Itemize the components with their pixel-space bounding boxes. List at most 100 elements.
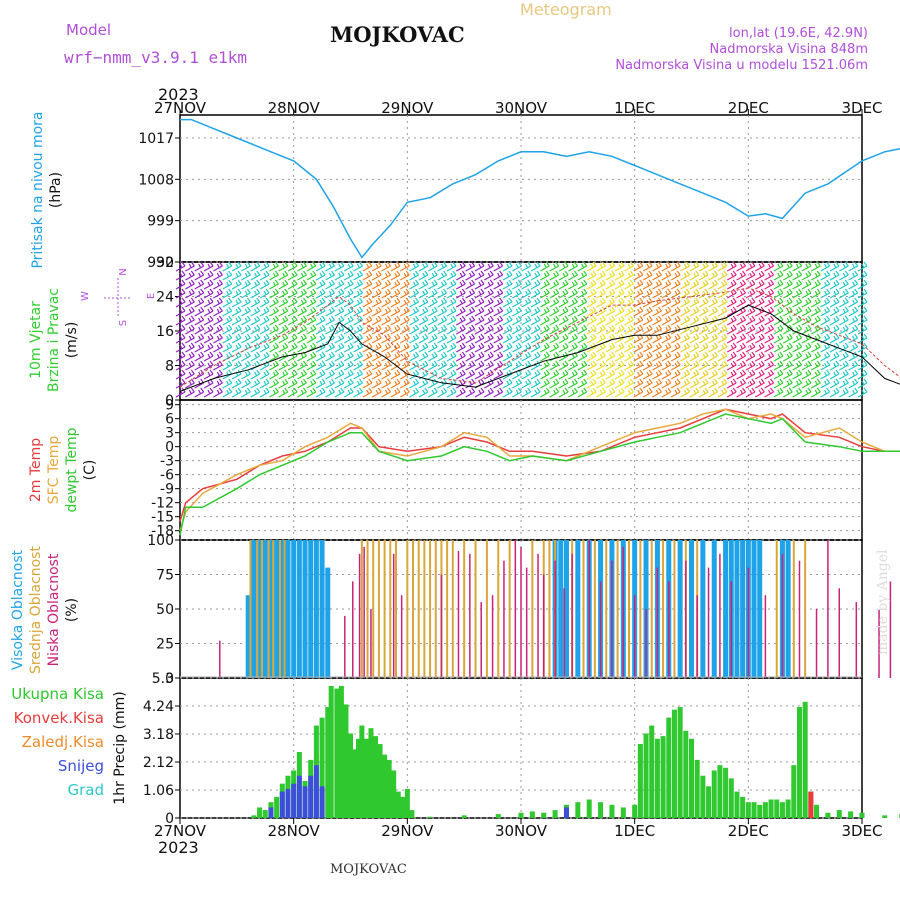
wind-barb	[726, 369, 737, 380]
cloud-bar	[889, 581, 892, 678]
wind-barb	[558, 270, 569, 281]
wind-barb	[334, 324, 345, 335]
y-tick-label: 1.06	[143, 783, 174, 799]
wind-barb	[801, 270, 812, 281]
precip-legend-2: Zaledj.Kisa	[22, 733, 104, 751]
wind-barb	[287, 333, 298, 344]
wind-barb	[474, 315, 485, 326]
wind-barb	[661, 288, 672, 299]
wind-barb	[465, 351, 476, 362]
wind-barb	[353, 369, 363, 380]
wind-barb	[642, 270, 653, 281]
wind-barb	[764, 387, 775, 398]
x-date-label-top: 27NOV	[154, 99, 207, 117]
wind-barb	[325, 369, 335, 380]
precip-bar	[660, 736, 666, 818]
wind-barb	[680, 351, 690, 362]
precip-bar	[325, 707, 331, 818]
wind-barb	[334, 297, 345, 308]
wind-barb	[269, 270, 279, 281]
wind-barb	[334, 270, 345, 281]
precip-bar	[677, 707, 683, 818]
wind-barb	[558, 387, 569, 398]
wind-barb	[764, 342, 775, 353]
wind-barb	[185, 279, 195, 290]
wind-barb	[810, 324, 821, 335]
compass-arrows	[104, 278, 132, 318]
wind-barb	[241, 288, 251, 299]
cloud-bar	[588, 540, 590, 678]
wind-barb	[839, 306, 849, 317]
wind-barb	[306, 297, 317, 308]
wind-barb	[381, 342, 392, 353]
wind-barb	[848, 261, 859, 272]
wind-barb	[353, 297, 363, 308]
wind-barb	[315, 324, 326, 335]
wind-barb	[484, 360, 494, 371]
wind-barb	[474, 288, 485, 299]
temp-axis-label-3: (C)	[82, 460, 98, 481]
wind-barb	[325, 297, 335, 308]
wind-barb	[512, 342, 522, 353]
wind-barb	[642, 342, 653, 353]
wind-barb	[250, 279, 261, 290]
wind-barb	[857, 279, 868, 290]
wind-barb	[624, 387, 634, 398]
wind-barb	[474, 369, 485, 380]
wind-barb	[512, 261, 522, 272]
wind-barb	[577, 324, 588, 335]
wind-barb	[269, 351, 279, 362]
cloud-bar	[855, 602, 858, 678]
wind-barb	[185, 378, 195, 389]
wind-barb	[848, 369, 859, 380]
model-label: Model	[66, 21, 112, 39]
wind-barb	[390, 297, 401, 308]
wind-barb	[736, 261, 747, 272]
precip-bar	[637, 744, 643, 818]
y-tick-label: 4.24	[143, 699, 174, 715]
wind-barb	[269, 297, 279, 308]
wind-barb	[839, 360, 849, 371]
wind-barb	[633, 288, 644, 299]
y-tick-label: -18	[151, 524, 174, 540]
wind-barb	[698, 333, 709, 344]
wind-barb	[754, 333, 765, 344]
wind-barb	[848, 324, 859, 335]
wind-barb	[857, 315, 868, 326]
wind-barb	[259, 270, 270, 281]
wind-barb	[353, 279, 363, 290]
wind-barb	[568, 279, 578, 290]
cloud-bar	[274, 540, 280, 678]
y-tick-label: -3	[160, 454, 174, 470]
wind-barb	[381, 297, 392, 308]
wind-barb	[857, 306, 868, 317]
precip-bar	[296, 775, 302, 818]
wind-barb	[577, 333, 588, 344]
wind-barb	[773, 360, 784, 371]
wind-barb	[698, 387, 709, 398]
wind-barb	[455, 315, 466, 326]
y-tick-label: -12	[151, 496, 174, 512]
cloud-bar	[296, 540, 302, 678]
wind-barb	[427, 261, 438, 272]
wind-barb	[241, 315, 251, 326]
cloud-bar	[302, 540, 308, 678]
wind-barb	[586, 387, 597, 398]
wind-barb	[465, 315, 476, 326]
wind-barb	[698, 324, 709, 335]
wind-barb	[717, 270, 728, 281]
wind-barb	[614, 360, 625, 371]
precip-bar	[541, 812, 547, 818]
wind-barb	[614, 324, 625, 335]
wind-barb	[577, 387, 588, 398]
wind-barb	[717, 333, 728, 344]
wind-barb	[269, 279, 279, 290]
wind-barb	[278, 333, 289, 344]
compass-S: S	[118, 320, 129, 326]
precip-bar	[427, 816, 433, 818]
wind-barb	[708, 378, 719, 389]
wind-barb	[558, 378, 569, 389]
wind-barb	[577, 270, 588, 281]
wind-barb	[194, 324, 205, 335]
wind-barb	[764, 270, 775, 281]
